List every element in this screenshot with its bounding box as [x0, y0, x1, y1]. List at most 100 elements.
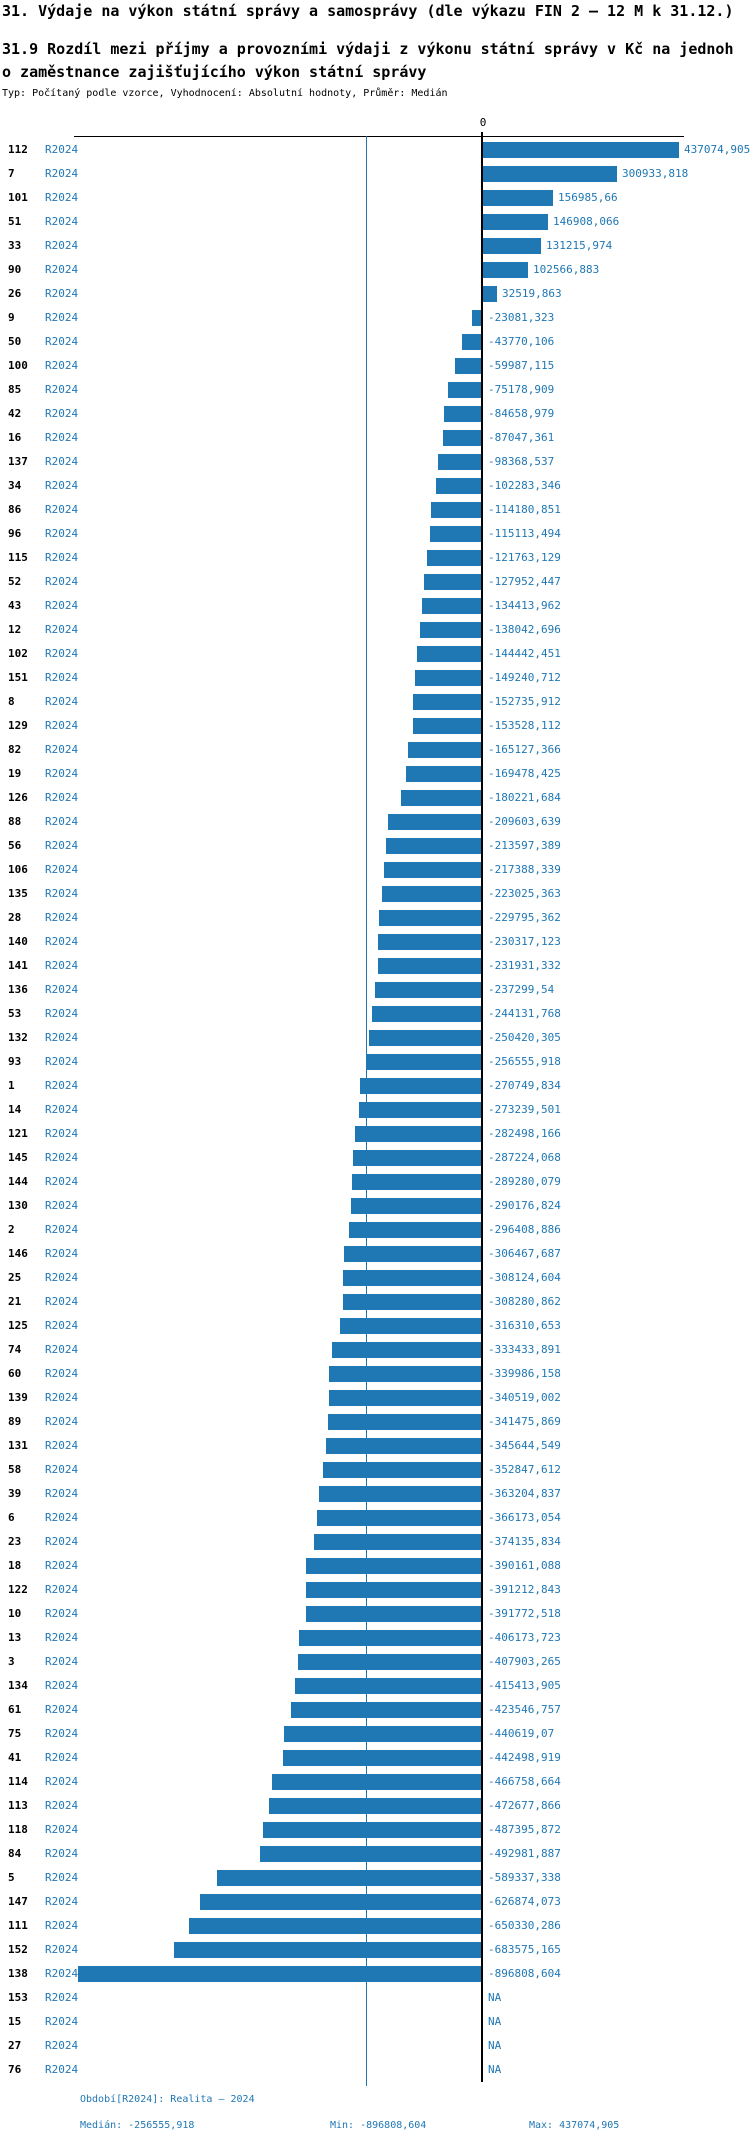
bar [420, 622, 482, 638]
bar [295, 1678, 482, 1694]
bar [323, 1462, 482, 1478]
value-label: -308280,862 [488, 1295, 561, 1308]
bar-row: 114 R2024 -466758,664 [0, 1770, 750, 1794]
row-id: 130 [8, 1199, 28, 1212]
series-label: R2024 [45, 1871, 79, 1884]
bar-row: 141 R2024 -231931,332 [0, 954, 750, 978]
bar [317, 1510, 482, 1526]
row-id: 114 [8, 1775, 28, 1788]
value-label: -423546,757 [488, 1703, 561, 1716]
series-label: R2024 [45, 1679, 79, 1692]
bar [482, 286, 497, 302]
row-id: 39 [8, 1487, 22, 1500]
bar [482, 190, 553, 206]
value-label: -229795,362 [488, 911, 561, 924]
series-label: R2024 [45, 1847, 79, 1860]
series-label: R2024 [45, 1391, 79, 1404]
value-label: -256555,918 [488, 1055, 561, 1068]
row-id: 5 [8, 1871, 15, 1884]
series-label: R2024 [45, 383, 79, 396]
value-label: -406173,723 [488, 1631, 561, 1644]
bar [306, 1606, 482, 1622]
row-id: 28 [8, 911, 22, 924]
bar [299, 1630, 482, 1646]
row-id: 144 [8, 1175, 28, 1188]
series-label: R2024 [45, 1055, 79, 1068]
row-id: 2 [8, 1223, 15, 1236]
x-axis-line [74, 136, 684, 137]
value-label: -169478,425 [488, 767, 561, 780]
bar-row: 134 R2024 -415413,905 [0, 1674, 750, 1698]
series-label: R2024 [45, 839, 79, 852]
footer-period: Období[R2024]: Realita – 2024 [80, 2094, 255, 2105]
bar-row: 101 R2024 156985,66 [0, 186, 750, 210]
bar-row: 28 R2024 -229795,362 [0, 906, 750, 930]
bar [269, 1798, 482, 1814]
bar [344, 1246, 482, 1262]
value-label: -23081,323 [488, 311, 555, 324]
value-label: -153528,112 [488, 719, 561, 732]
bar [482, 166, 617, 182]
value-label: -390161,088 [488, 1559, 561, 1572]
value-label: -102283,346 [488, 479, 561, 492]
bar [78, 1966, 482, 1982]
row-id: 121 [8, 1127, 28, 1140]
bar [444, 406, 482, 422]
value-label: -114180,851 [488, 503, 561, 516]
row-id: 16 [8, 431, 22, 444]
bar-row: 43 R2024 -134413,962 [0, 594, 750, 618]
bar [272, 1774, 482, 1790]
bar-row: 111 R2024 -650330,286 [0, 1914, 750, 1938]
series-label: R2024 [45, 575, 79, 588]
series-label: R2024 [45, 1127, 79, 1140]
series-label: R2024 [45, 1031, 79, 1044]
series-label: R2024 [45, 1007, 79, 1020]
series-label: R2024 [45, 863, 79, 876]
bar [384, 862, 482, 878]
bar [438, 454, 482, 470]
row-id: 41 [8, 1751, 22, 1764]
value-label: -333433,891 [488, 1343, 561, 1356]
value-label: -273239,501 [488, 1103, 561, 1116]
value-label: 437074,905 [684, 143, 750, 156]
bar-row: 15 R2024 NA [0, 2010, 750, 2034]
value-label: -213597,389 [488, 839, 561, 852]
bar [482, 238, 541, 254]
bar [408, 742, 482, 758]
series-label: R2024 [45, 1103, 79, 1116]
bar [413, 694, 482, 710]
bar-row: 16 R2024 -87047,361 [0, 426, 750, 450]
row-id: 129 [8, 719, 28, 732]
bar-row: 130 R2024 -290176,824 [0, 1194, 750, 1218]
series-label: R2024 [45, 1535, 79, 1548]
bar [443, 430, 482, 446]
row-id: 43 [8, 599, 22, 612]
series-label: R2024 [45, 911, 79, 924]
bar-row: 7 R2024 300933,818 [0, 162, 750, 186]
bar [340, 1318, 482, 1334]
series-label: R2024 [45, 1175, 79, 1188]
row-id: 75 [8, 1727, 22, 1740]
row-id: 42 [8, 407, 22, 420]
bar [482, 142, 679, 158]
bar [200, 1894, 482, 1910]
series-label: R2024 [45, 695, 79, 708]
value-label: 32519,863 [502, 287, 562, 300]
series-label: R2024 [45, 1223, 79, 1236]
series-label: R2024 [45, 1583, 79, 1596]
series-label: R2024 [45, 1487, 79, 1500]
series-label: R2024 [45, 263, 79, 276]
bar-row: 53 R2024 -244131,768 [0, 1002, 750, 1026]
row-id: 19 [8, 767, 22, 780]
bar-row: 74 R2024 -333433,891 [0, 1338, 750, 1362]
value-label: -287224,068 [488, 1151, 561, 1164]
bar-row: 51 R2024 146908,066 [0, 210, 750, 234]
value-label: -308124,604 [488, 1271, 561, 1284]
row-id: 86 [8, 503, 22, 516]
bar-row: 18 R2024 -390161,088 [0, 1554, 750, 1578]
bar-row: 129 R2024 -153528,112 [0, 714, 750, 738]
bar-row: 26 R2024 32519,863 [0, 282, 750, 306]
bar-row: 12 R2024 -138042,696 [0, 618, 750, 642]
row-id: 60 [8, 1367, 22, 1380]
bar-row: 112 R2024 437074,905 [0, 138, 750, 162]
